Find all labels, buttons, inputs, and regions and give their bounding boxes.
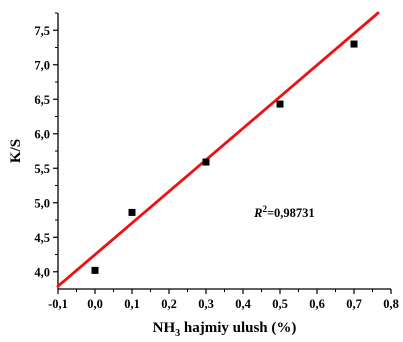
data-point [91, 266, 99, 274]
x-tick-label: 0,3 [198, 297, 214, 311]
y-tick-label: 6,5 [34, 93, 50, 107]
x-tick-label: 0,2 [161, 297, 177, 311]
r-value: =0,98731 [267, 206, 315, 220]
data-point [276, 100, 284, 108]
data-point [202, 158, 210, 166]
y-tick-label: 5,0 [34, 196, 50, 210]
x-axis-title-rest: hajmiy ulush (%) [180, 320, 296, 336]
r-letter: R [253, 206, 262, 220]
y-tick-label: 7,5 [34, 24, 50, 38]
r-squared-annotation: R2=0,98731 [253, 204, 315, 220]
x-axis-title-main: NH [153, 320, 176, 336]
x-tick-label: 0,0 [87, 297, 103, 311]
x-tick-label: 0,6 [309, 297, 325, 311]
ticks: -0,1 0,0 0,1 0,2 0,3 0,4 0,5 0,6 0,7 0,8 4,0 4,5 5,0… [34, 12, 399, 311]
x-tick-label: 0,5 [272, 297, 288, 311]
x-axis-title: NH3 hajmiy ulush (%) [153, 320, 297, 339]
data-point [350, 40, 358, 48]
data-points [91, 40, 358, 274]
y-tick-label: 4,5 [34, 231, 50, 245]
y-tick-label: 4,0 [34, 265, 50, 279]
y-axis-title: K/S [8, 139, 24, 163]
x-tick-label: 0,1 [124, 297, 140, 311]
x-tick-label: -0,1 [48, 297, 68, 311]
r-superscript: 2 [262, 204, 267, 214]
y-tick-label: 7,0 [34, 58, 50, 72]
fit-line [56, 11, 380, 288]
y-tick-label: 6,0 [34, 127, 50, 141]
x-tick-label: 0,7 [346, 297, 362, 311]
y-tick-label: 5,5 [34, 162, 50, 176]
fit-line-group [56, 11, 380, 288]
x-axis-title-sub: 3 [175, 328, 180, 339]
x-tick-label: 0,8 [383, 297, 399, 311]
axes [57, 13, 391, 290]
x-tick-label: 0,4 [235, 297, 251, 311]
data-point [128, 208, 136, 216]
